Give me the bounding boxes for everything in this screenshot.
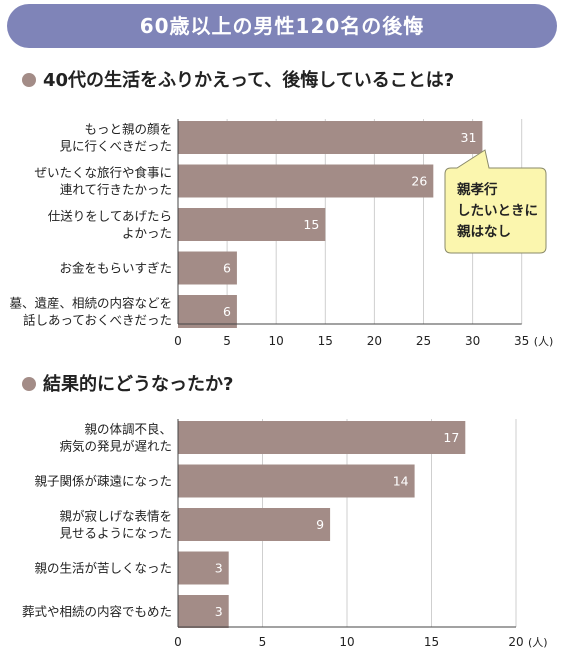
bar-value-label: 6 — [223, 304, 231, 319]
section-title: 結果的にどうなったか? — [43, 373, 233, 395]
category-label: 親の生活が苦しくなった — [34, 561, 172, 576]
category-label: 親が寂しげな表情を — [59, 509, 172, 524]
bar-value-label: 17 — [443, 430, 459, 445]
axis-unit-label: (人) — [534, 335, 554, 348]
bar — [178, 208, 326, 241]
x-tick-label: 30 — [465, 334, 480, 348]
bar-value-label: 26 — [411, 174, 427, 189]
x-tick-label: 0 — [174, 334, 182, 348]
banner-title: 60歳以上の男性120名の後悔 — [139, 14, 425, 38]
x-tick-label: 20 — [508, 635, 523, 649]
axis-unit-label: (人) — [528, 636, 548, 649]
x-tick-label: 0 — [174, 635, 182, 649]
bar — [178, 464, 415, 498]
category-label: 親子関係が疎遠になった — [34, 474, 172, 489]
section-marker-icon — [22, 377, 36, 391]
x-tick-label: 15 — [424, 635, 439, 649]
title-banner: 60歳以上の男性120名の後悔 — [7, 4, 557, 48]
bar — [178, 251, 237, 285]
bar-value-label: 3 — [215, 604, 223, 619]
callout-text-line: したいときに — [457, 203, 538, 219]
category-label: 墓、遺産、相続の内容などを — [9, 296, 172, 311]
category-label: 葬式や相続の内容でもめた — [22, 604, 172, 619]
bar — [178, 121, 483, 154]
bar-value-label: 6 — [223, 261, 231, 276]
section-title: 40代の生活をふりかえって、後悔していることは? — [43, 69, 454, 91]
x-tick-label: 5 — [259, 635, 267, 649]
category-label: 話しあっておくべきだった — [23, 313, 172, 328]
bar-value-label: 9 — [316, 517, 324, 532]
bar-value-label: 31 — [461, 130, 477, 145]
bar — [178, 295, 237, 328]
category-label: ぜいたくな旅行や食事に — [34, 165, 172, 180]
x-tick-label: 10 — [269, 334, 284, 348]
section-marker-icon — [22, 73, 36, 87]
category-label: 仕送りをしてあげたら — [48, 209, 172, 224]
x-tick-label: 35 — [514, 334, 529, 348]
bar-value-label: 15 — [303, 217, 319, 232]
category-label: 病気の発見が遅れた — [59, 439, 172, 454]
category-label: 見せるようになった — [59, 526, 172, 541]
x-tick-label: 5 — [223, 334, 231, 348]
bar — [178, 508, 331, 541]
bar — [178, 421, 466, 454]
category-label: お金をもらいすぎた — [59, 261, 172, 276]
category-label: もっと親の顔を — [84, 122, 172, 137]
bar — [178, 551, 229, 585]
x-tick-label: 10 — [339, 635, 354, 649]
bar — [178, 164, 434, 198]
category-label: 見に行くべきだった — [59, 139, 172, 154]
bar — [178, 595, 229, 628]
x-tick-label: 15 — [318, 334, 333, 348]
callout-text-line: 親はなし — [457, 223, 511, 240]
category-label: よかった — [122, 226, 172, 241]
category-label: 親の体調不良、 — [84, 422, 172, 437]
bar-value-label: 3 — [215, 561, 223, 576]
x-tick-label: 25 — [416, 334, 431, 348]
category-label: 連れて行きたかった — [60, 182, 172, 197]
callout-text-line: 親孝行 — [457, 181, 498, 198]
bar-value-label: 14 — [393, 474, 409, 489]
x-tick-label: 20 — [367, 334, 382, 348]
callout-bubble — [444, 149, 547, 254]
banner-background — [7, 4, 557, 48]
